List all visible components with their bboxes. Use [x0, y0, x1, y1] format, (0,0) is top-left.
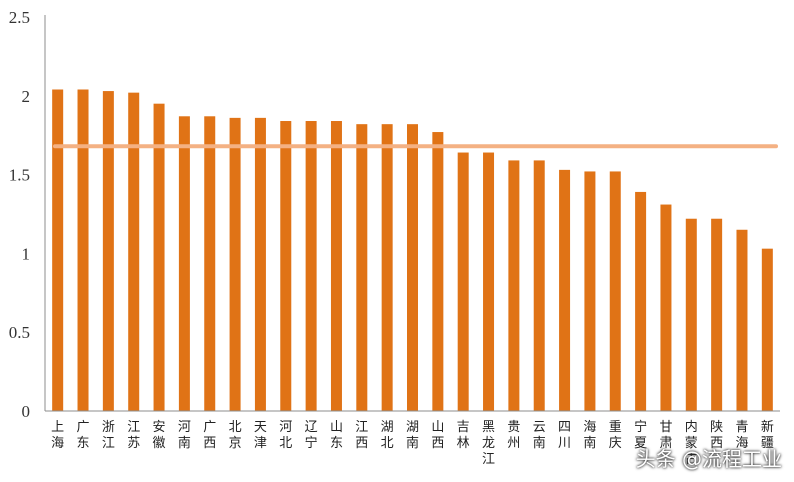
bar [330, 121, 342, 412]
bar [407, 124, 418, 411]
bar [178, 116, 190, 412]
bar [635, 191, 647, 411]
watermark: 头条 @流程工业 [635, 447, 782, 471]
bar [457, 152, 469, 411]
x-tick-label: 河北 [279, 420, 292, 451]
category-labels: 上海广东浙江江苏安徽河南广西北京天津河北辽宁山东江西湖北湖南山西吉林黑龙江贵州云… [51, 419, 774, 467]
x-tick-label: 辽宁 [305, 420, 318, 451]
x-tick-label: 江苏 [127, 420, 140, 451]
x-tick-label: 黑龙江 [482, 420, 495, 467]
x-tick-label: 云南 [533, 420, 546, 451]
x-tick-label: 贵州 [507, 420, 520, 451]
bar [77, 89, 89, 411]
x-tick-label: 湖南 [406, 420, 419, 451]
x-tick-label: 广东 [77, 420, 90, 451]
bar [483, 152, 495, 411]
x-tick-label: 河南 [178, 420, 191, 451]
bar [533, 160, 545, 411]
bar [356, 124, 368, 411]
bar [204, 116, 216, 412]
x-tick-label: 重庆 [609, 419, 622, 451]
x-tick-label: 宁夏 [634, 419, 647, 451]
bar [153, 103, 165, 412]
bar [711, 218, 723, 411]
bar [584, 171, 596, 411]
bar [52, 89, 64, 411]
bar [432, 132, 444, 411]
y-tick-label: 0 [22, 402, 31, 421]
y-tick-label: 1 [22, 244, 31, 263]
bar [736, 229, 748, 411]
bar [254, 117, 266, 411]
y-tick-label: 2.5 [9, 8, 30, 27]
bar [685, 218, 697, 411]
x-tick-label: 内蒙古 [685, 419, 698, 467]
bar [102, 91, 114, 412]
bar [128, 92, 140, 411]
x-tick-label: 陕西 [710, 420, 723, 451]
x-tick-label: 海南 [583, 420, 596, 451]
x-tick-label: 广西 [203, 420, 216, 451]
bar [305, 121, 317, 412]
x-tick-label: 新疆 [761, 419, 774, 451]
bar [280, 121, 292, 412]
x-tick-label: 浙江 [102, 420, 115, 451]
y-tick-label: 1.5 [9, 166, 30, 185]
bar [660, 204, 672, 411]
x-tick-label: 天津 [254, 420, 267, 451]
x-tick-label: 上海 [51, 420, 64, 451]
bars [52, 89, 773, 412]
x-tick-label: 山东 [330, 420, 343, 451]
x-tick-label: 江西 [355, 420, 368, 451]
bar [559, 169, 571, 411]
bar [381, 124, 393, 411]
x-tick-label: 甘肃 [659, 420, 672, 451]
bar [761, 248, 773, 411]
x-tick-label: 安徽 [153, 420, 166, 451]
bar [229, 117, 241, 411]
x-tick-label: 四川 [558, 420, 571, 451]
x-tick-label: 吉林 [457, 420, 470, 451]
x-tick-label: 山西 [431, 420, 444, 451]
y-tick-label: 0.5 [9, 323, 30, 342]
bar [609, 171, 621, 411]
x-tick-label: 青海 [735, 420, 748, 451]
bar [508, 160, 520, 411]
y-tick-label: 2 [22, 87, 31, 106]
y-axis: 0 0.5 1 1.5 2 2.5 [9, 8, 46, 421]
x-tick-label: 湖北 [381, 420, 394, 451]
x-tick-label: 北京 [229, 420, 242, 451]
